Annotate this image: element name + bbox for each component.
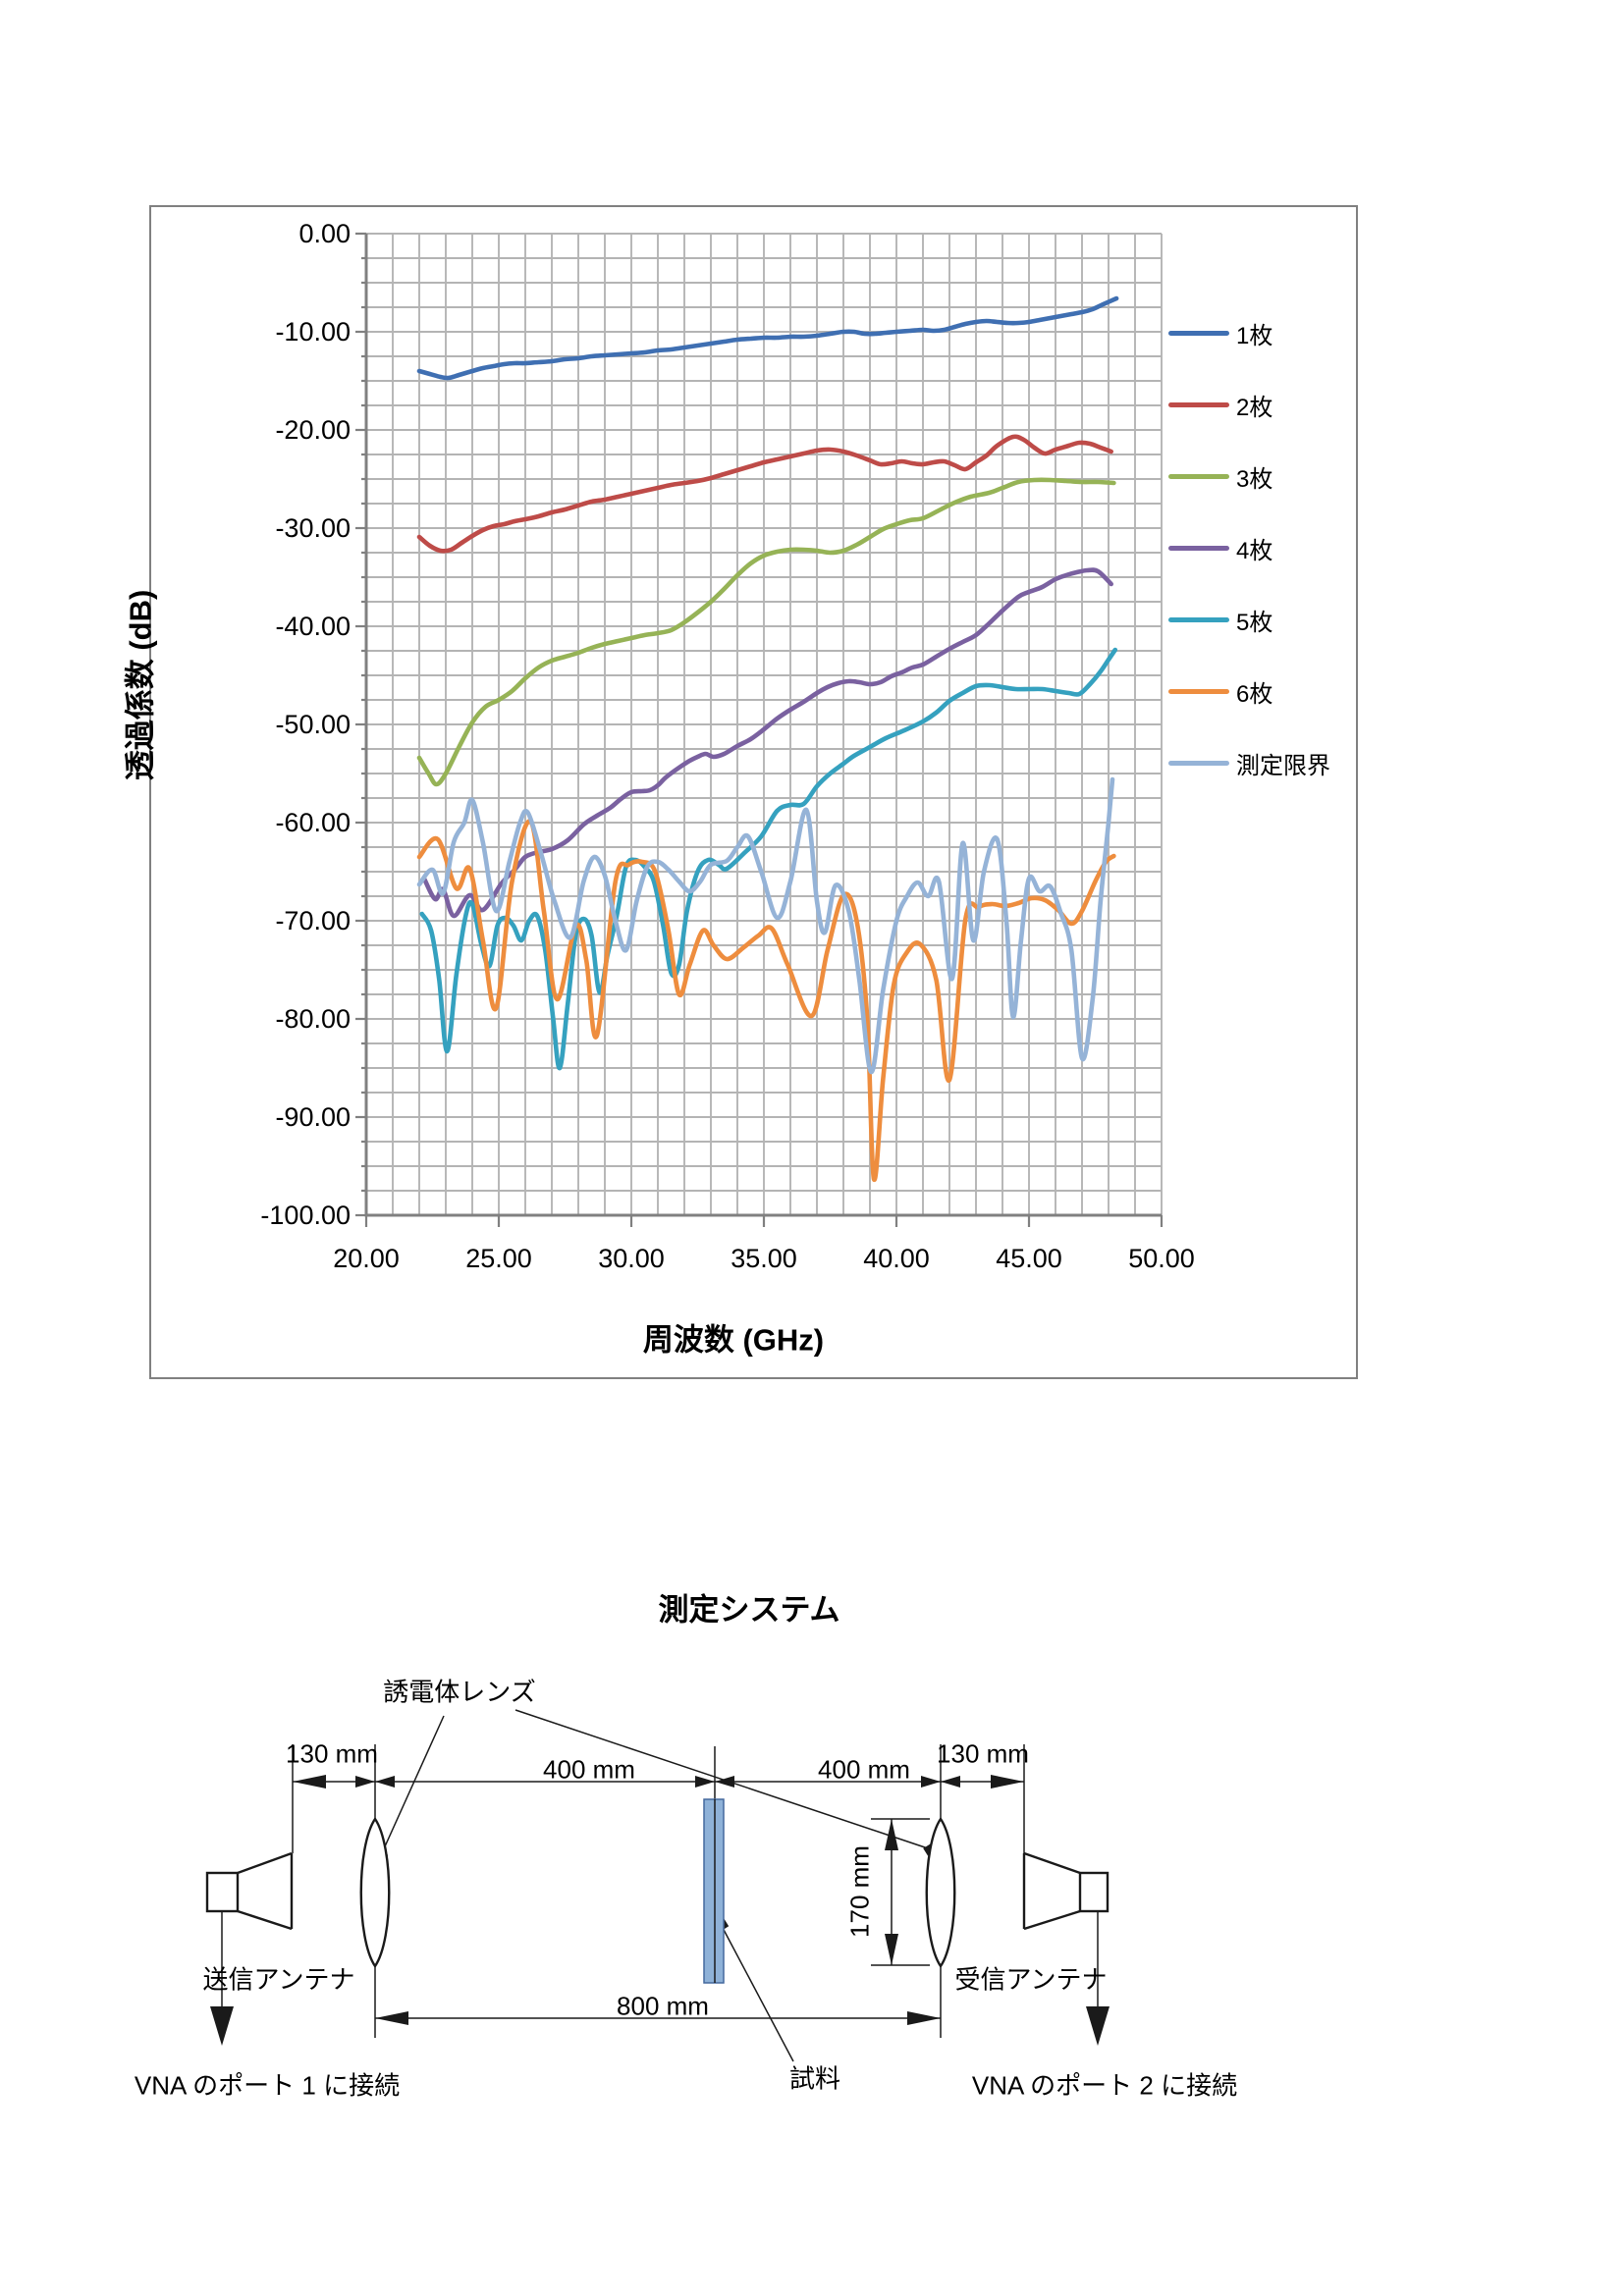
dielectric-lens-left xyxy=(359,1816,391,1969)
y-tick: -30.00 xyxy=(275,513,351,543)
y-tick: -10.00 xyxy=(275,317,351,347)
tx-horn-flare xyxy=(237,1851,293,1875)
x-tick: 35.00 xyxy=(731,1244,797,1273)
dim-400-right-label: 400 mm xyxy=(818,1754,910,1785)
x-tick: 20.00 xyxy=(333,1244,400,1273)
arrowhead xyxy=(907,2011,941,2025)
legend-item: 1枚 xyxy=(1168,297,1330,369)
legend-item: 6枚 xyxy=(1168,656,1330,727)
tx-horn-waveguide xyxy=(205,1871,240,1913)
arrowhead xyxy=(715,1776,734,1788)
dielectric-lens-right xyxy=(925,1816,956,1969)
x-axis-title: 周波数 (GHz) xyxy=(642,1322,825,1358)
dim-130-left-label: 130 mm xyxy=(286,1738,378,1769)
y-tick: -100.00 xyxy=(260,1201,351,1230)
lens-label: 誘電体レンズ xyxy=(383,1677,536,1707)
rx-antenna-label: 受信アンテナ xyxy=(954,1964,1108,1995)
y-tick: -80.00 xyxy=(275,1004,351,1034)
x-tick: 30.00 xyxy=(598,1244,665,1273)
legend-line-icon xyxy=(1168,474,1229,479)
legend-line-icon xyxy=(1168,402,1229,407)
tx-antenna-label: 送信アンテナ xyxy=(202,1964,355,1995)
legend-item: 4枚 xyxy=(1168,512,1330,584)
arrowhead xyxy=(375,2011,408,2025)
legend-line-icon xyxy=(1168,761,1229,766)
x-tick: 40.00 xyxy=(863,1244,930,1273)
leader-marker xyxy=(714,1918,730,1933)
x-tick: 25.00 xyxy=(465,1244,532,1273)
legend-item: 2枚 xyxy=(1168,369,1330,441)
sample-slab xyxy=(703,1798,725,1984)
arrowhead xyxy=(885,1819,898,1850)
arrowhead xyxy=(695,1776,715,1788)
rx-horn-waveguide xyxy=(1078,1871,1110,1913)
tx-horn-flare xyxy=(237,1909,293,1931)
y-tick: -50.00 xyxy=(275,710,351,739)
rx-horn-flare xyxy=(1023,1851,1081,1875)
arrowhead xyxy=(885,1934,898,1965)
legend-item: 測定限界 xyxy=(1168,727,1330,799)
y-axis-title: 透過係数 (dB) xyxy=(123,589,158,781)
legend-line-icon xyxy=(1168,617,1229,622)
y-tick: -70.00 xyxy=(275,906,351,935)
vna-port2-label: VNA のポート 2 に接続 xyxy=(971,2070,1238,2101)
arrowhead xyxy=(941,1776,960,1788)
x-tick: 50.00 xyxy=(1128,1244,1195,1273)
legend-item: 5枚 xyxy=(1168,584,1330,656)
y-tick: -40.00 xyxy=(275,612,351,641)
y-tick: -60.00 xyxy=(275,808,351,837)
legend-line-icon xyxy=(1168,689,1229,694)
tx-vna-arrow xyxy=(210,2006,234,2046)
arrowhead xyxy=(921,1776,941,1788)
y-tick: -20.00 xyxy=(275,415,351,445)
legend-line-icon xyxy=(1168,331,1229,336)
dim-400-left-label: 400 mm xyxy=(543,1754,635,1785)
arrowhead xyxy=(355,1776,375,1788)
dim-800-label: 800 mm xyxy=(617,1991,709,2021)
legend-line-icon xyxy=(1168,546,1229,551)
arrowhead xyxy=(375,1776,395,1788)
lens-leader-left xyxy=(380,1715,445,1856)
chart-legend: 1枚 2枚 3枚 4枚 5枚 6枚 測定限界 xyxy=(1168,297,1330,799)
sample-leader xyxy=(721,1925,794,2062)
arrowhead xyxy=(991,1775,1024,1789)
leader-marker xyxy=(923,1842,939,1856)
vna-port1-label: VNA のポート 1 に接続 xyxy=(134,2070,401,2101)
sample-label: 試料 xyxy=(788,2063,841,2094)
diagram-title: 測定システム xyxy=(658,1592,840,1628)
rx-vna-arrow xyxy=(1086,2006,1110,2046)
dim-170-label: 170 mm xyxy=(844,1845,875,1938)
legend-item: 3枚 xyxy=(1168,441,1330,512)
dim-130-right-label: 130 mm xyxy=(937,1738,1029,1769)
y-tick: -90.00 xyxy=(275,1102,351,1132)
y-tick: 0.00 xyxy=(298,219,351,248)
rx-horn-flare xyxy=(1023,1909,1081,1931)
leader-marker xyxy=(373,1847,389,1862)
arrowhead xyxy=(293,1775,326,1789)
x-tick: 45.00 xyxy=(996,1244,1062,1273)
